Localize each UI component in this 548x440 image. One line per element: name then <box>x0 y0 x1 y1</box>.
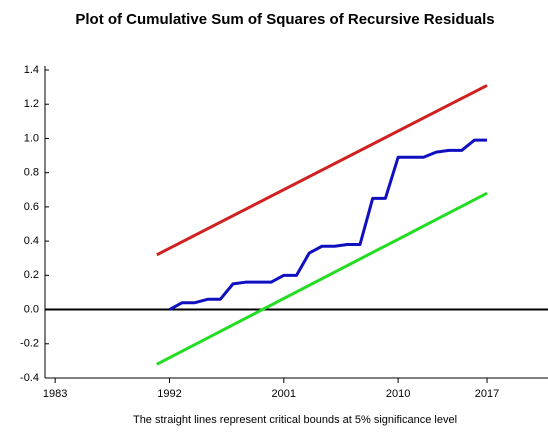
series-line <box>168 138 488 311</box>
y-tick-label: 0.0 <box>24 303 39 315</box>
x-tick-label: 2001 <box>272 388 296 400</box>
x-tick-label: 1992 <box>157 388 181 400</box>
y-tick-label: 1.2 <box>24 98 39 110</box>
y-tick-label: 0.8 <box>24 167 39 179</box>
footnote: The straight lines represent critical bo… <box>133 414 457 426</box>
x-tick-label: 2017 <box>475 388 499 400</box>
y-tick-label: 0.2 <box>24 269 39 281</box>
series-line <box>156 191 488 366</box>
series-line <box>156 84 488 257</box>
y-tick-label: -0.4 <box>20 372 39 384</box>
y-tick-label: 1.4 <box>24 64 39 76</box>
x-tick-label: 2010 <box>386 388 410 400</box>
y-tick-label: 0.4 <box>24 235 39 247</box>
y-tick-label: -0.2 <box>20 338 39 350</box>
chart-title: Plot of Cumulative Sum of Squares of Rec… <box>75 11 494 28</box>
x-tick-label: 1983 <box>43 388 67 400</box>
y-tick-label: 1.0 <box>24 132 39 144</box>
y-tick-label: 0.6 <box>24 201 39 213</box>
